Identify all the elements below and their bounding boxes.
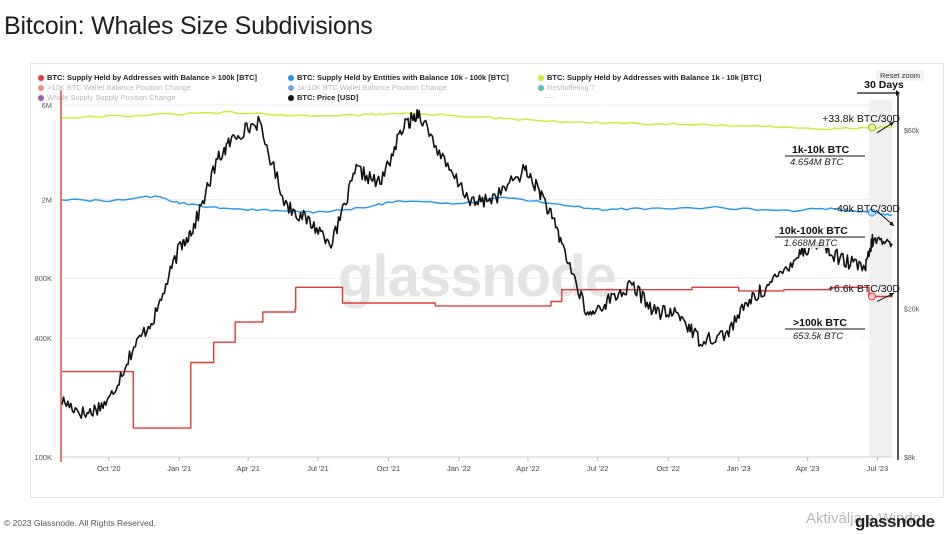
legend-dot [38, 74, 44, 81]
legend-label: BTC: Supply Held by Addresses with Balan… [47, 73, 257, 82]
legend-item-1k-10k[interactable]: BTC: Supply Held by Addresses with Balan… [538, 73, 761, 82]
legend-item-price[interactable]: BTC: Price [USD] [288, 93, 358, 102]
legend-item-10k-100k[interactable]: BTC: Supply Held by Entities with Balanc… [288, 73, 509, 82]
os-activation-overlay: Aktiválja a Windo [806, 510, 922, 527]
legend-item-over-100k[interactable]: BTC: Supply Held by Addresses with Balan… [38, 73, 257, 82]
legend-label: 1k-10K BTC Wallet Balance Position Chang… [297, 83, 447, 92]
page-title: Bitcoin: Whales Size Subdivisions [4, 12, 373, 40]
legend-label: Reshuffeling ? [547, 83, 595, 92]
legend-dot [288, 84, 294, 91]
legend-dot [288, 74, 294, 81]
legend-item-placeholder[interactable]: ---- [545, 93, 555, 102]
legend-item-reshuffeling[interactable]: Reshuffeling ? [538, 83, 595, 92]
legend-label: Whale Supply Supply Position Change [47, 93, 176, 102]
legend-dot [38, 84, 44, 91]
legend-label: BTC: Price [USD] [297, 93, 359, 102]
legend-label: ---- [545, 93, 555, 102]
legend-dot [538, 74, 544, 81]
legend-dot [538, 84, 544, 91]
glassnode-logo: glassnode [855, 512, 935, 531]
legend-label: >10K BTC Wallet Balance Position Change [47, 83, 191, 92]
legend-label: BTC: Supply Held by Entities with Balanc… [297, 73, 509, 82]
legend-item-1k-position-change[interactable]: 1k-10K BTC Wallet Balance Position Chang… [288, 83, 447, 92]
legend-item-10k-position-change[interactable]: >10K BTC Wallet Balance Position Change [38, 83, 191, 92]
reset-zoom-button[interactable]: Reset zoom [876, 70, 925, 81]
copyright-text: © 2023 Glassnode. All Rights Reserved. [4, 518, 156, 528]
legend-label: BTC: Supply Held by Addresses with Balan… [547, 73, 762, 82]
chart-frame [30, 63, 944, 498]
legend-dot [288, 94, 294, 101]
legend-dot [38, 94, 44, 101]
legend-item-whale-position-change[interactable]: Whale Supply Supply Position Change [38, 93, 175, 102]
